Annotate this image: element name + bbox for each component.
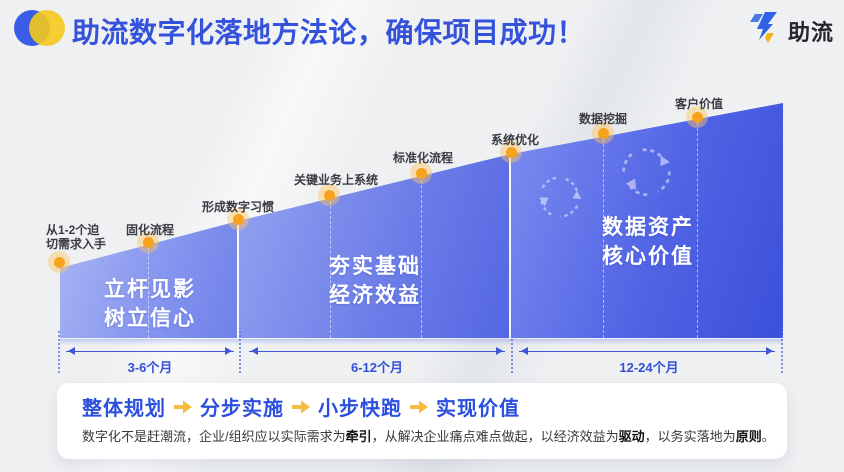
step-arrow-icon — [173, 399, 193, 415]
milestone-dot — [410, 162, 432, 184]
milestone-dot — [227, 208, 249, 230]
step-label-1: 整体规划 — [82, 398, 166, 420]
milestone-dot — [592, 122, 614, 144]
milestone-dot — [500, 141, 522, 163]
milestone-label-4: 关键业务上系统 — [293, 173, 379, 187]
timeline-range-3 — [519, 347, 775, 355]
milestone-label-8: 客户价值 — [674, 97, 724, 111]
timeline-tick — [58, 331, 60, 373]
summary-card: 整体规划 分步实施 小步快跑 实现价值 数字化不是赶潮流，企业/组织应以实际需求… — [57, 383, 787, 459]
ramp-base-shadow — [60, 339, 783, 345]
page-title: 助流数字化落地方法论，确保项目成功！ — [72, 17, 586, 48]
cycle-arrows-icon — [529, 168, 589, 231]
timeline-range-2 — [249, 347, 505, 355]
logo-yellow-circle — [29, 10, 65, 46]
milestone-dot — [137, 231, 159, 253]
timeline-range-1 — [66, 347, 234, 355]
step-label-2: 分步实施 — [200, 398, 284, 420]
phase-divider-1 — [237, 219, 239, 338]
summary-steps: 整体规划 分步实施 小步快跑 实现价值 — [82, 392, 520, 421]
milestone-dot — [318, 184, 340, 206]
milestone-guide-line — [148, 242, 149, 338]
milestone-label-2: 固化流程 — [125, 223, 175, 237]
phase-1-duration: 3-6个月 — [127, 360, 173, 375]
phase-2-duration: 6-12个月 — [350, 360, 404, 375]
cycle-arrows-icon — [615, 141, 678, 208]
summary-description: 数字化不是赶潮流，企业/组织应以实际需求为牵引，从解决企业痛点难点做起，以经济效… — [82, 429, 775, 444]
step-label-3: 小步快跑 — [318, 398, 402, 420]
step-arrow-icon — [409, 399, 429, 415]
milestone-guide-line — [330, 196, 331, 338]
growth-ramp: 立杆见影 树立信心 夯实基础 经济效益 数据资产 核心价值 — [60, 103, 783, 338]
milestone-label-3: 形成数字习惯 — [201, 200, 275, 214]
timeline-tick — [239, 331, 241, 373]
milestone-label-6: 系统优化 — [490, 133, 540, 147]
phase-1-title: 立杆见影 树立信心 — [104, 278, 196, 331]
milestone-guide-line — [697, 118, 698, 338]
timeline-tick — [781, 331, 783, 373]
milestone-guide-line — [421, 175, 422, 338]
brand-logo: 助流 — [748, 12, 834, 49]
phase-2-title: 夯实基础 经济效益 — [329, 255, 421, 308]
phase-divider-2 — [509, 152, 511, 338]
step-arrow-icon — [291, 399, 311, 415]
step-label-4: 实现价值 — [436, 398, 520, 420]
milestone-label-1: 从1-2个迫 切需求入手 — [46, 223, 107, 251]
milestone-label-7: 数据挖掘 — [578, 112, 628, 126]
milestone-label-5: 标准化流程 — [392, 151, 454, 165]
phase-3-title: 数据资产 核心价值 — [602, 216, 694, 269]
milestone-dot — [48, 251, 70, 273]
timeline-tick — [511, 331, 513, 373]
brand-lightning-icon — [748, 12, 782, 49]
phase-3-duration: 12-24个月 — [619, 360, 679, 375]
brand-name: 助流 — [787, 19, 834, 45]
milestone-guide-line — [603, 134, 604, 338]
slide-logo-circles-icon — [14, 8, 66, 48]
milestone-dot — [686, 106, 708, 128]
